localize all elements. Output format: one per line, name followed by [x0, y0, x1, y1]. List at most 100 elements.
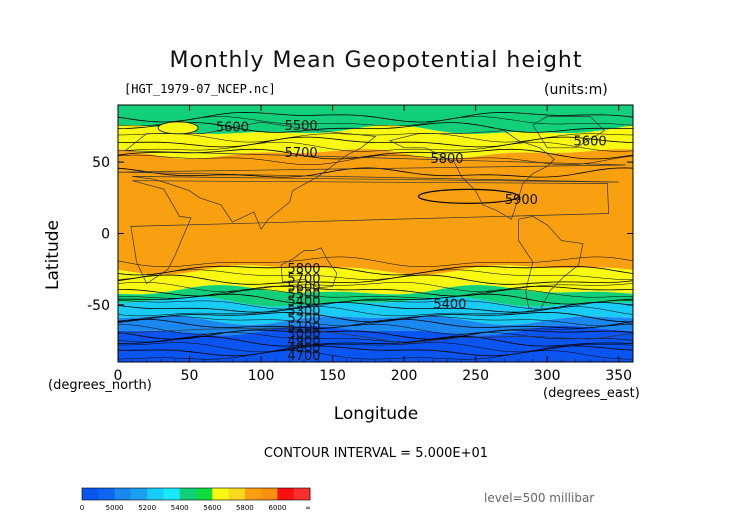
- colorbar-segment: [114, 488, 132, 500]
- colorbar: 0 5000 5200 5400 5600 5800 6000 ∞: [80, 487, 311, 512]
- y-tick-label: -50: [87, 298, 110, 314]
- contour-5900: [417, 188, 520, 204]
- contour-line: [117, 154, 634, 165]
- contour-line: [117, 332, 634, 343]
- contour-label: 5500: [287, 287, 320, 302]
- file-label: [HGT_1979-07_NCEP.nc]: [124, 82, 276, 96]
- contour-interval-note: CONTOUR INTERVAL = 5.000E+01: [263, 446, 489, 461]
- colorbar-segment: [212, 488, 230, 500]
- y-tick-label: 0: [101, 227, 110, 243]
- colorbar-segment: [82, 488, 99, 500]
- colorbar-tick-label: 5200: [138, 504, 156, 512]
- coastlines: [117, 116, 634, 363]
- contour-line: [117, 148, 634, 160]
- coastline: [130, 180, 610, 285]
- coastline: [280, 247, 338, 289]
- contour-label: 5500: [285, 119, 318, 134]
- contour-label: 5900: [505, 193, 538, 208]
- coastline: [388, 130, 555, 220]
- y-tick-label: 50: [92, 155, 110, 171]
- contour-label: 4900: [287, 335, 320, 350]
- contour-line: [117, 342, 634, 353]
- contour-label: 5400: [433, 297, 466, 312]
- colorbar-tick-label: ∞: [305, 504, 311, 512]
- colorbar-segment: [228, 488, 246, 500]
- contour-label: 5800: [287, 262, 320, 277]
- colorbar-segment: [293, 488, 311, 500]
- contour-label: 4800: [287, 342, 320, 357]
- units-label: (units:m): [544, 82, 608, 98]
- contour-line: [118, 136, 634, 148]
- colorbar-tick-label: 5800: [236, 504, 254, 512]
- x-axis-label: Longitude: [333, 404, 419, 424]
- contour-line: [117, 274, 634, 285]
- band-5600-5800: [118, 125, 633, 159]
- chart-title: Monthly Mean Geopotential height: [169, 48, 583, 73]
- contour-line: [117, 122, 633, 133]
- coastline: [518, 216, 584, 312]
- contour-label: 5600: [216, 120, 249, 135]
- colorbar-segment: [277, 488, 295, 500]
- contour-5600-closed: [157, 121, 199, 135]
- contour-line: [117, 141, 634, 152]
- colorbar-tick-label: 5000: [106, 504, 124, 512]
- contour-line: [117, 315, 634, 327]
- colorbar-segment: [98, 488, 116, 500]
- x-tick-label: 100: [248, 368, 275, 384]
- x-tick-label: 200: [391, 368, 418, 384]
- axis-ticks: 0 50 100 150 200 250 300 350 50 0 -50: [87, 105, 633, 384]
- contour-line: [117, 111, 634, 123]
- contour-label: 5800: [430, 152, 463, 167]
- contour-label: 5600: [574, 135, 607, 150]
- contour-line: [117, 306, 634, 317]
- contour-label: 5200: [287, 312, 320, 327]
- contour-label: 5400: [287, 295, 320, 310]
- x-units-left-label: (degrees_north): [48, 378, 152, 393]
- x-tick-label: 50: [181, 368, 199, 384]
- x-tick-label: 0: [114, 368, 123, 384]
- contour-line: [117, 318, 634, 329]
- x-tick-label: 150: [319, 368, 346, 384]
- contour-line: [117, 269, 634, 280]
- contour-line: [117, 293, 634, 305]
- colorbar-segment: [163, 488, 181, 500]
- contour-lines: [117, 111, 634, 360]
- colorbar-segment: [130, 488, 148, 500]
- colorbar-frame: [81, 487, 311, 501]
- band-5600-5800: [118, 265, 633, 295]
- x-tick-label: 250: [462, 368, 489, 384]
- contour-label: 5100: [287, 320, 320, 335]
- contour-label: 5000: [287, 327, 320, 342]
- band-5200-5400: [118, 296, 633, 325]
- x-tick-label: 350: [605, 368, 632, 384]
- coastline: [117, 121, 626, 230]
- coastline: [532, 116, 605, 149]
- colorbar-tick-label: 5400: [171, 504, 189, 512]
- x-tick-label: 300: [534, 368, 561, 384]
- contour-line: [117, 345, 634, 357]
- contour-line: [117, 324, 634, 335]
- contour-line: [118, 336, 634, 347]
- contour-line: [117, 116, 634, 127]
- contour-label: 4700: [287, 349, 320, 364]
- contour-label: 5700: [285, 146, 318, 161]
- x-units-right-label: (degrees_east): [543, 386, 640, 401]
- colorbar-segment: [261, 488, 278, 500]
- colorbar-segment: [244, 488, 262, 500]
- contour-line: [117, 265, 634, 276]
- contour-label: 5600: [287, 280, 320, 295]
- colorbar-tick-label: 5600: [203, 504, 221, 512]
- contour-label: 5700: [287, 272, 320, 287]
- colorbar-segment: [179, 488, 197, 500]
- contour-label: 5300: [287, 305, 320, 320]
- contour-line: [117, 256, 634, 268]
- colorbar-tick-label: 6000: [269, 504, 287, 512]
- colorbar-tick-label: 0: [80, 504, 84, 512]
- contour-line: [117, 282, 634, 293]
- contour-line: [117, 302, 634, 313]
- level-label: level=500 millibar: [484, 491, 595, 505]
- colorbar-segment: [147, 488, 164, 500]
- colorbar-segment: [196, 488, 213, 500]
